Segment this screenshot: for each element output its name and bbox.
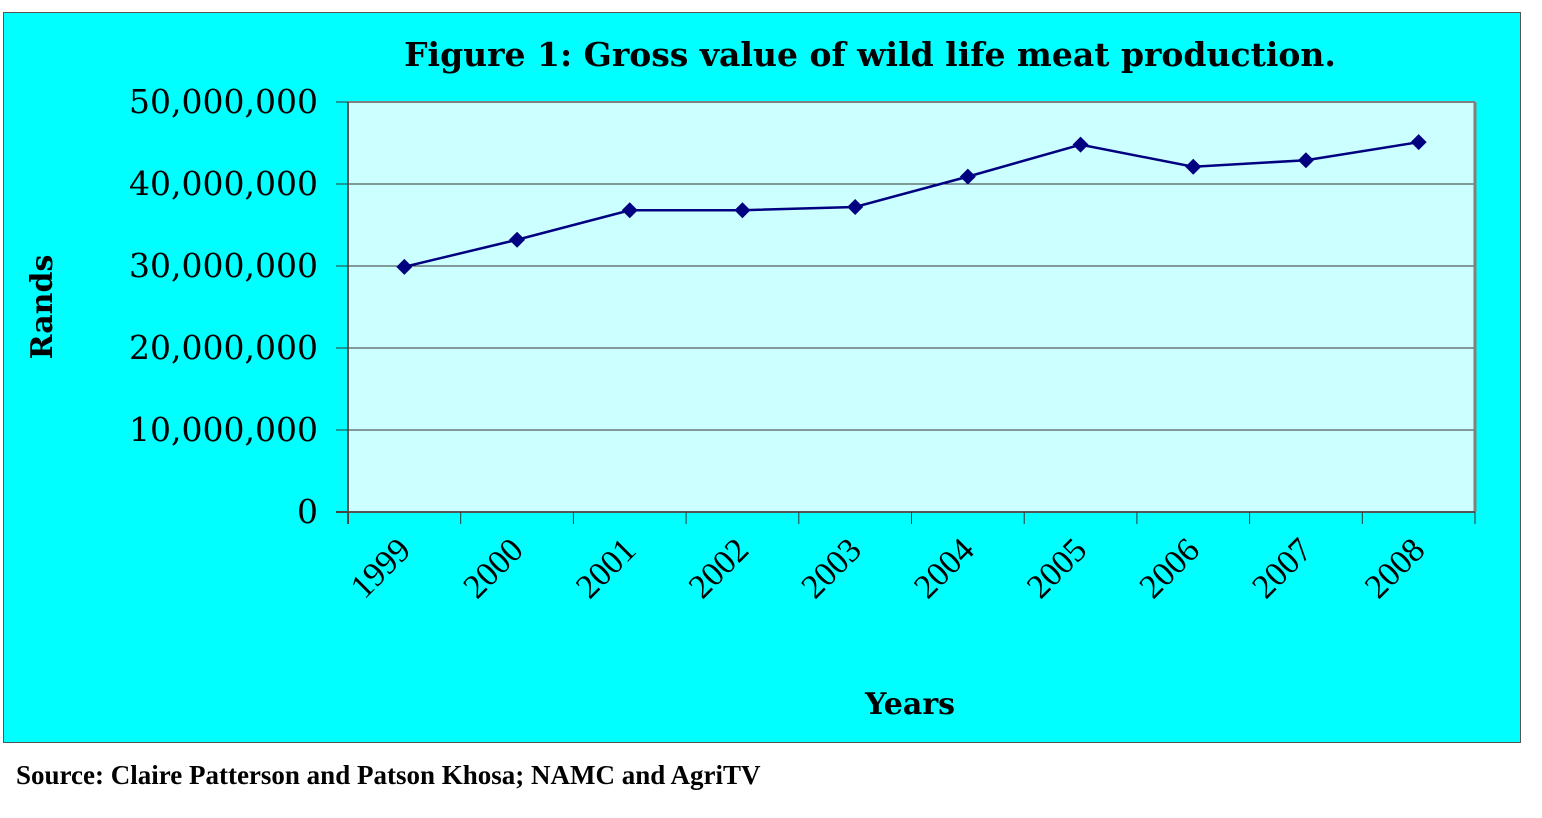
x-tick-label: 2003	[795, 531, 869, 605]
plot-area	[348, 102, 1475, 512]
y-axis-title: Rands	[25, 255, 60, 360]
x-tick-label: 2005	[1020, 531, 1094, 605]
data-point-marker	[847, 198, 864, 215]
x-tick-label: 2008	[1358, 531, 1432, 605]
data-point-marker	[1072, 136, 1089, 153]
data-point-marker	[509, 231, 526, 248]
y-tick-label: 20,000,000	[129, 328, 318, 367]
x-tick-label: 1999	[344, 531, 418, 605]
x-tick-label: 2004	[907, 531, 981, 605]
data-point-marker	[621, 202, 638, 219]
source-note: Source: Claire Patterson and Patson Khos…	[16, 760, 761, 790]
data-point-marker	[1185, 158, 1202, 175]
x-axis-ticks: 1999 2000 2001 2002 2003 2004 2005 2006 2007 2008	[344, 512, 1476, 606]
x-tick-label: 2002	[682, 531, 756, 605]
y-tick-label: 50,000,000	[129, 82, 318, 121]
chart-frame: 0 10,000,000 20,000,000 30,000,000 40,000,00…	[3, 12, 1521, 743]
x-axis-title: Years	[864, 687, 955, 722]
axes	[336, 101, 1477, 524]
series-line	[404, 140, 1419, 269]
chart-title: Figure 1: Gross value of wild life meat …	[404, 35, 1336, 74]
data-point-marker	[1297, 152, 1314, 169]
x-tick-label: 2007	[1245, 531, 1319, 605]
y-axis-ticks: 0 10,000,000 20,000,000 30,000,000 40,000,00…	[129, 82, 348, 531]
x-tick-label: 2001	[569, 531, 643, 605]
data-point-marker	[396, 258, 413, 275]
y-tick-label: 0	[297, 492, 318, 531]
x-tick-label: 2000	[456, 531, 530, 605]
y-tick-label: 30,000,000	[129, 246, 318, 285]
series-gross-value	[396, 134, 1427, 275]
data-point-marker	[1410, 134, 1427, 151]
data-point-marker	[959, 168, 976, 185]
gridlines	[348, 183, 1475, 431]
x-tick-label: 2006	[1133, 531, 1207, 605]
y-tick-label: 10,000,000	[129, 410, 318, 449]
y-tick-label: 40,000,000	[129, 164, 318, 203]
line-chart: 0 10,000,000 20,000,000 30,000,000 40,000,00…	[25, 35, 1477, 722]
data-point-marker	[734, 202, 751, 219]
